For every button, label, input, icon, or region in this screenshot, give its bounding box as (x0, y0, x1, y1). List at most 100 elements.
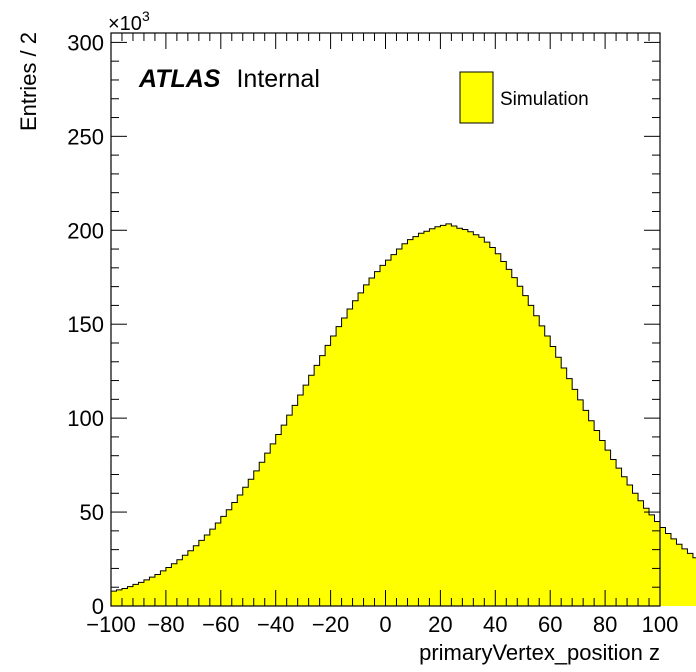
histogram-bin (539, 325, 546, 606)
histogram-bin (270, 443, 277, 606)
histogram-bin (478, 237, 485, 606)
histogram-bin (533, 315, 540, 606)
histogram-bin (193, 545, 200, 606)
x-tick-label: 40 (483, 612, 507, 637)
histogram-bin (242, 487, 249, 606)
y-axis-multiplier: ×103 (108, 8, 150, 35)
histogram-bin (511, 277, 518, 606)
y-tick-label: 300 (67, 30, 104, 55)
x-tick-label: 60 (538, 612, 562, 637)
histogram-bin (336, 326, 342, 606)
x-tick-label: −20 (312, 612, 349, 637)
histogram-bin (566, 378, 573, 606)
histogram-bin (308, 375, 315, 606)
y-axis-multiplier-base: ×10 (108, 13, 142, 35)
histogram-bin (143, 579, 150, 606)
histogram-bin (407, 239, 414, 606)
histogram-bin (380, 265, 386, 606)
histogram-bin (621, 476, 628, 606)
histogram-bin (550, 346, 557, 606)
histogram-bin (319, 355, 326, 606)
histogram-bin (561, 367, 568, 606)
histogram-bin (369, 277, 375, 606)
histogram-bin (583, 410, 590, 606)
histogram-bin (412, 236, 419, 606)
histogram-bin (594, 430, 601, 606)
histogram-bin (555, 357, 562, 606)
histogram-bin (341, 317, 348, 606)
histogram-bin (138, 582, 145, 606)
histogram-bin (286, 415, 293, 606)
x-tick-label: 0 (379, 612, 391, 637)
histogram-bin (500, 261, 507, 606)
histogram-bin (264, 453, 271, 606)
atlas-label-bold: ATLAS (138, 65, 221, 93)
histogram-bin (643, 508, 650, 606)
histogram-bin (171, 563, 178, 606)
histogram-bin (517, 286, 524, 606)
histogram-bin (358, 292, 364, 606)
y-tick-label: 0 (92, 594, 104, 619)
x-axis-title: primaryVertex_position z (419, 640, 660, 665)
y-axis-title: Entries / 2 (16, 32, 41, 131)
histogram-bin (165, 567, 172, 606)
x-tick-labels: −100 −80 −60 −40 −20 0 20 40 60 80 100 (86, 612, 678, 637)
histogram-bin (495, 253, 502, 606)
histogram-bin (489, 247, 496, 606)
histogram-bin (467, 231, 474, 606)
histogram-bin (149, 577, 156, 606)
histogram-bin (176, 559, 183, 606)
histogram-bin (231, 502, 238, 606)
histogram-bin (374, 271, 381, 606)
y-tick-label: 200 (67, 218, 104, 243)
histogram-bin (681, 548, 688, 606)
histogram-bin (253, 470, 260, 606)
atlas-label: ATLAS Internal (138, 65, 320, 93)
axis-ticks (110, 33, 661, 607)
histogram-bin (187, 550, 194, 606)
histogram-bin (660, 527, 666, 606)
x-tick-label: 80 (593, 612, 617, 637)
histogram-bin (325, 345, 331, 606)
histogram-bin (687, 553, 694, 606)
histogram-bin (665, 533, 672, 606)
histogram-bin (297, 395, 304, 606)
histogram-bin (396, 249, 403, 606)
histogram-bin (275, 434, 282, 606)
histogram-bin (160, 570, 167, 606)
histogram-bin (352, 300, 359, 606)
histogram-bin (670, 538, 677, 606)
histogram-bin (610, 459, 617, 606)
histogram-bin (544, 336, 551, 606)
x-tick-label: −40 (257, 612, 294, 637)
histogram-bin (204, 534, 211, 606)
histogram-bin (484, 242, 491, 607)
y-axis-multiplier-exponent: 3 (142, 8, 150, 24)
histogram-bin (198, 540, 205, 606)
histogram-bin (616, 468, 622, 606)
histogram-bin (215, 522, 222, 606)
histogram-bin (248, 479, 255, 606)
histogram-bin (385, 260, 392, 606)
y-tick-label: 100 (67, 406, 104, 431)
y-tick-label: 250 (67, 124, 104, 149)
histogram-bin (423, 231, 430, 606)
histogram-bin (418, 233, 425, 607)
histogram-bars (111, 223, 696, 607)
x-tick-label: −100 (86, 612, 136, 637)
histogram-bin (445, 223, 452, 606)
histogram-bin (259, 462, 266, 606)
histogram-bin (209, 529, 216, 606)
histogram-bin (577, 399, 584, 606)
histogram-bin (111, 591, 117, 606)
histogram-bin (401, 243, 408, 606)
histogram-bin (220, 516, 227, 606)
x-tick-label: 100 (642, 612, 679, 637)
histogram-bin (632, 493, 639, 606)
y-tick-labels: 0 50 100 150 200 250 300 (67, 30, 104, 619)
histogram-bin (281, 425, 288, 606)
legend: Simulation (459, 71, 589, 124)
legend-label: Simulation (500, 89, 589, 110)
histogram-bin (649, 514, 655, 606)
